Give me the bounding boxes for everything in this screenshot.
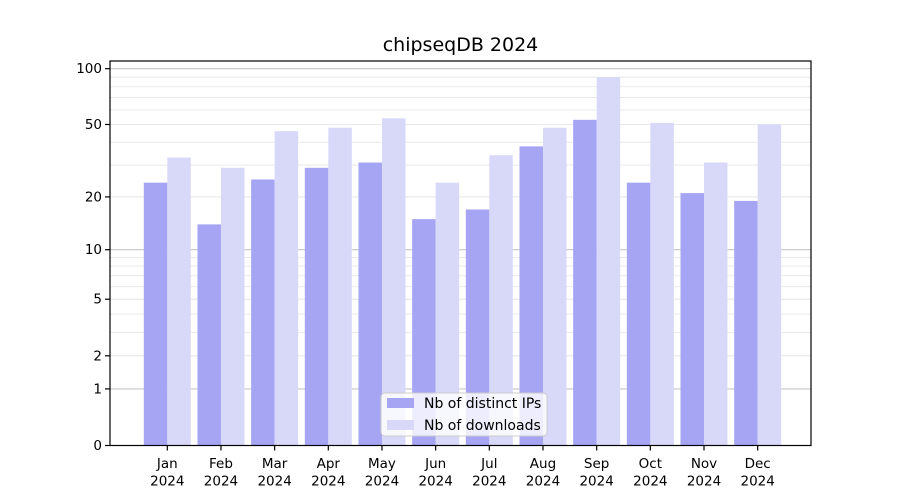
- x-tick-label-jul: Jul: [480, 456, 497, 472]
- bar-nb-of-distinct-ips-oct: [626, 182, 651, 446]
- x-tick-year-jan: 2024: [150, 474, 184, 490]
- legend-label-distinct-ips: Nb of distinct IPs: [424, 396, 541, 412]
- y-tick-label-50: 50: [85, 117, 102, 133]
- x-tick-year-apr: 2024: [311, 474, 345, 490]
- bar-nb-of-distinct-ips-sep: [573, 119, 597, 446]
- legend-label-downloads: Nb of downloads: [424, 418, 541, 434]
- bar-nb-of-distinct-ips-apr: [304, 167, 329, 446]
- x-tick-label-mar: Mar: [262, 456, 288, 472]
- legend: Nb of distinct IPs Nb of downloads: [380, 392, 548, 437]
- bar-nb-of-distinct-ips-may: [358, 162, 382, 446]
- x-tick-year-may: 2024: [365, 474, 399, 490]
- x-tick-label-oct: Oct: [639, 456, 662, 472]
- bar-nb-of-distinct-ips-aug: [519, 146, 543, 446]
- bar-nb-of-downloads-apr: [328, 127, 352, 446]
- x-tick-label-dec: Dec: [745, 456, 771, 472]
- y-tick-label-1: 1: [93, 381, 102, 397]
- bar-nb-of-distinct-ips-jun: [412, 219, 436, 446]
- y-tick-label-20: 20: [85, 189, 102, 205]
- bars: [143, 77, 782, 446]
- x-tick-year-jun: 2024: [418, 474, 452, 490]
- y-tick-label-100: 100: [76, 61, 102, 77]
- x-tick-year-sep: 2024: [579, 474, 613, 490]
- x-tick-label-sep: Sep: [584, 456, 609, 472]
- bar-nb-of-downloads-dec: [757, 124, 782, 446]
- bar-nb-of-downloads-oct: [650, 122, 674, 446]
- bar-nb-of-downloads-jun: [435, 182, 460, 446]
- x-tick-label-aug: Aug: [530, 456, 556, 472]
- bar-nb-of-distinct-ips-feb: [197, 224, 221, 446]
- x-tick-year-aug: 2024: [526, 474, 560, 490]
- y-tick-label-5: 5: [93, 292, 102, 308]
- bar-nb-of-downloads-may: [381, 118, 406, 446]
- bar-nb-of-downloads-aug: [542, 127, 567, 446]
- bar-nb-of-distinct-ips-jul: [465, 209, 490, 446]
- axis-labels: 0 1 2 5 10 20 50 100 Jan 2024 Feb 2024 Mar 2024 Apr 202…: [76, 61, 775, 489]
- plot-border: [109, 60, 812, 447]
- x-tick-year-feb: 2024: [204, 474, 238, 490]
- x-tick-label-jun: Jun: [424, 456, 446, 472]
- y-tick-label-2: 2: [93, 348, 102, 364]
- x-tick-year-mar: 2024: [257, 474, 291, 490]
- legend-swatch-downloads-icon: [387, 420, 414, 430]
- axes: [105, 60, 812, 451]
- bar-nb-of-distinct-ips-jan: [143, 182, 168, 446]
- bar-nb-of-distinct-ips-dec: [734, 200, 758, 446]
- x-tick-label-may: May: [368, 456, 396, 472]
- x-tick-year-oct: 2024: [633, 474, 667, 490]
- bar-nb-of-downloads-mar: [274, 131, 299, 446]
- y-tick-label-0: 0: [93, 438, 102, 454]
- bar-nb-of-downloads-sep: [596, 77, 621, 446]
- bar-nb-of-downloads-jul: [489, 155, 513, 446]
- x-tick-label-jan: Jan: [156, 456, 178, 472]
- bar-nb-of-downloads-jan: [167, 157, 191, 446]
- chart-title: chipseqDB 2024: [383, 34, 539, 56]
- x-tick-year-jul: 2024: [472, 474, 506, 490]
- bar-nb-of-distinct-ips-nov: [680, 193, 704, 446]
- x-tick-label-apr: Apr: [317, 456, 341, 472]
- bar-nb-of-distinct-ips-mar: [251, 179, 275, 446]
- x-tick-year-dec: 2024: [740, 474, 774, 490]
- x-tick-year-nov: 2024: [687, 474, 721, 490]
- legend-box: [380, 392, 548, 437]
- x-tick-label-feb: Feb: [209, 456, 233, 472]
- bar-nb-of-downloads-feb: [220, 167, 245, 446]
- x-tick-label-nov: Nov: [691, 456, 717, 472]
- y-tick-label-10: 10: [85, 242, 102, 258]
- bar-nb-of-downloads-nov: [704, 162, 728, 446]
- legend-swatch-distinct-ips-icon: [387, 398, 414, 408]
